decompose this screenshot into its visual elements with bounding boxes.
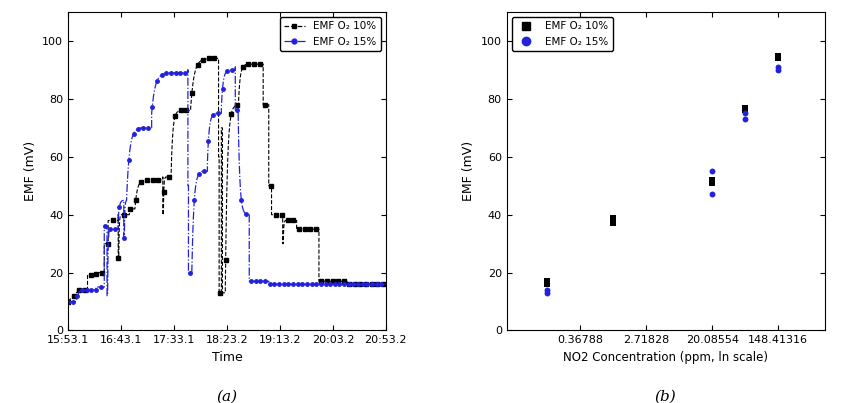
EMF O₂ 10% — [606, 220, 620, 226]
Line: EMF O₂ 15%: EMF O₂ 15% — [66, 65, 388, 303]
EMF O₂ 15% — [122, 198, 132, 203]
EMF O₂ 10% — [706, 180, 719, 186]
EMF O₂ 15% — [540, 290, 553, 296]
EMF O₂ 15% — [116, 199, 126, 204]
EMF O₂ 10% — [249, 62, 259, 66]
EMF O₂ 10% — [739, 104, 752, 111]
EMF O₂ 15% — [212, 111, 222, 116]
Legend: EMF O₂ 10%, EMF O₂ 15%: EMF O₂ 10%, EMF O₂ 15% — [280, 17, 381, 51]
Text: (b): (b) — [654, 390, 677, 403]
EMF O₂ 15% — [706, 168, 719, 174]
EMF O₂ 15% — [243, 212, 253, 217]
EMF O₂ 10% — [63, 299, 73, 304]
EMF O₂ 10% — [202, 56, 212, 61]
EMF O₂ 10% — [137, 179, 147, 184]
EMF O₂ 15% — [229, 68, 239, 73]
EMF O₂ 15% — [772, 64, 785, 70]
Line: EMF O₂ 10%: EMF O₂ 10% — [66, 57, 388, 303]
EMF O₂ 15% — [230, 64, 241, 69]
Y-axis label: EMF (mV): EMF (mV) — [24, 141, 37, 202]
EMF O₂ 10% — [772, 55, 785, 62]
Text: (a): (a) — [217, 390, 237, 403]
EMF O₂ 15% — [540, 287, 553, 293]
EMF O₂ 10% — [739, 107, 752, 114]
EMF O₂ 10% — [205, 56, 215, 61]
Y-axis label: EMF (mV): EMF (mV) — [462, 141, 475, 202]
EMF O₂ 10% — [706, 177, 719, 183]
EMF O₂ 10% — [540, 281, 553, 287]
Legend: EMF O₂ 10%, EMF O₂ 15%: EMF O₂ 10%, EMF O₂ 15% — [512, 17, 613, 51]
EMF O₂ 10% — [381, 282, 391, 287]
EMF O₂ 10% — [82, 287, 92, 292]
EMF O₂ 15% — [318, 282, 328, 287]
X-axis label: NO2 Concentration (ppm, ln scale): NO2 Concentration (ppm, ln scale) — [563, 351, 768, 364]
EMF O₂ 15% — [739, 116, 752, 123]
EMF O₂ 10% — [279, 220, 289, 225]
EMF O₂ 10% — [540, 278, 553, 285]
EMF O₂ 10% — [335, 279, 345, 284]
EMF O₂ 10% — [772, 52, 785, 59]
EMF O₂ 10% — [606, 214, 620, 221]
EMF O₂ 15% — [63, 299, 73, 304]
EMF O₂ 15% — [381, 282, 391, 287]
EMF O₂ 15% — [772, 67, 785, 73]
X-axis label: Time: Time — [212, 351, 242, 364]
EMF O₂ 15% — [706, 191, 719, 197]
EMF O₂ 15% — [739, 110, 752, 116]
